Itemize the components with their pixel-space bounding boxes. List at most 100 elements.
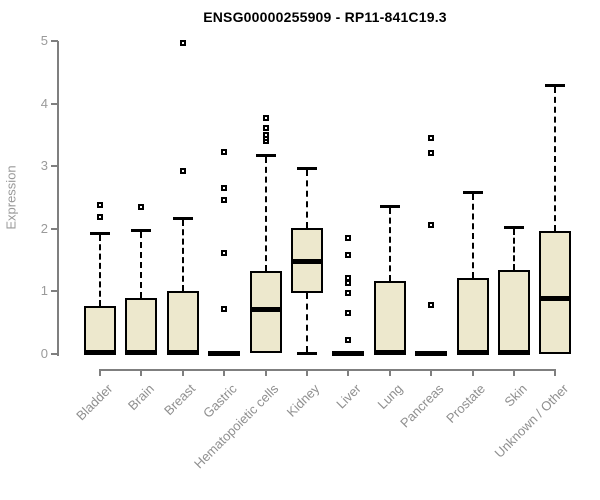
x-tick bbox=[181, 369, 184, 376]
outlier-point bbox=[221, 185, 228, 192]
whisker-cap bbox=[172, 217, 193, 221]
whisker-cap bbox=[255, 154, 276, 158]
x-tick bbox=[430, 369, 433, 376]
median-line bbox=[456, 350, 489, 356]
whisker bbox=[181, 220, 184, 291]
median-line bbox=[373, 350, 406, 356]
median-line bbox=[125, 350, 158, 356]
median-line bbox=[166, 350, 199, 356]
box bbox=[249, 270, 282, 354]
x-tick-label: Skin bbox=[501, 381, 530, 410]
whisker bbox=[554, 87, 557, 232]
whisker bbox=[513, 229, 515, 270]
x-tick bbox=[306, 369, 308, 376]
whisker bbox=[99, 235, 101, 307]
whisker bbox=[264, 157, 267, 271]
box bbox=[125, 297, 158, 354]
x-tick-label: Brain bbox=[124, 381, 158, 414]
median-line bbox=[539, 296, 572, 302]
whisker bbox=[306, 292, 308, 352]
x-tick-label: Lung bbox=[374, 381, 406, 413]
outlier-point bbox=[221, 148, 228, 155]
x-tick bbox=[99, 369, 101, 376]
x-axis-line bbox=[99, 369, 557, 371]
outlier-point bbox=[97, 202, 103, 209]
box bbox=[166, 290, 199, 354]
y-tick-label: 2 bbox=[40, 220, 48, 236]
box bbox=[539, 231, 572, 354]
whisker-cap bbox=[297, 167, 317, 171]
x-tick bbox=[140, 369, 143, 376]
whisker-cap bbox=[379, 204, 400, 208]
box bbox=[373, 280, 406, 354]
y-tick bbox=[51, 102, 58, 105]
x-tick bbox=[513, 369, 515, 376]
outlier-point bbox=[179, 39, 186, 46]
median-line bbox=[498, 350, 530, 356]
whisker-cap bbox=[297, 352, 317, 355]
outlier-point bbox=[262, 124, 269, 131]
box bbox=[456, 277, 489, 354]
x-tick bbox=[554, 369, 557, 376]
x-tick-label: Prostate bbox=[443, 381, 489, 426]
whisker bbox=[306, 170, 308, 228]
outlier-point bbox=[221, 197, 228, 204]
whisker bbox=[388, 207, 391, 281]
y-tick-label: 3 bbox=[40, 158, 48, 174]
x-tick-label: Liver bbox=[333, 381, 365, 412]
outlier-point bbox=[345, 337, 352, 344]
x-tick bbox=[388, 369, 391, 376]
outlier-point bbox=[428, 150, 435, 157]
y-tick-label: 5 bbox=[40, 33, 48, 49]
y-tick-label: 1 bbox=[40, 283, 48, 299]
x-tick-label: Unknown / Other bbox=[491, 381, 572, 461]
outlier-point bbox=[138, 204, 145, 210]
whisker-cap bbox=[90, 232, 110, 236]
outlier-point bbox=[221, 305, 228, 312]
outlier-point bbox=[345, 310, 352, 317]
y-tick bbox=[51, 353, 58, 355]
x-tick bbox=[223, 369, 226, 376]
outlier-point bbox=[345, 235, 352, 242]
outlier-point bbox=[345, 275, 352, 282]
median-line bbox=[415, 350, 448, 356]
whisker bbox=[140, 232, 143, 298]
box bbox=[84, 306, 116, 354]
outlier-point bbox=[262, 115, 269, 122]
median-line bbox=[291, 258, 323, 264]
y-tick bbox=[51, 227, 58, 230]
x-tick bbox=[471, 369, 474, 376]
y-tick bbox=[51, 290, 58, 293]
median-line bbox=[208, 350, 241, 356]
median-line bbox=[249, 306, 282, 312]
whisker-cap bbox=[504, 226, 524, 230]
chart-title: ENSG00000255909 - RP11-841C19.3 bbox=[203, 9, 447, 25]
outlier-point bbox=[262, 132, 269, 139]
x-tick-label: Kidney bbox=[283, 381, 323, 420]
outlier-point bbox=[345, 252, 352, 259]
whisker-cap bbox=[462, 190, 483, 194]
median-line bbox=[332, 350, 365, 356]
x-tick-label: Gastric bbox=[200, 381, 240, 421]
outlier-point bbox=[428, 301, 435, 308]
x-tick-label: Breast bbox=[161, 381, 199, 419]
whisker bbox=[471, 193, 474, 278]
outlier-point bbox=[428, 221, 435, 228]
x-tick-label: Bladder bbox=[73, 381, 116, 424]
box bbox=[498, 269, 530, 354]
x-tick bbox=[264, 369, 267, 376]
outlier-point bbox=[428, 135, 435, 142]
outlier-point bbox=[345, 290, 352, 297]
whisker-cap bbox=[131, 229, 152, 233]
x-tick bbox=[347, 369, 350, 376]
y-tick bbox=[51, 165, 58, 168]
outlier-point bbox=[221, 250, 228, 257]
x-tick-label: Pancreas bbox=[397, 381, 447, 431]
y-tick bbox=[51, 40, 58, 43]
median-line bbox=[84, 350, 116, 356]
outlier-point bbox=[97, 214, 103, 220]
y-tick-label: 0 bbox=[40, 346, 48, 361]
y-axis-line bbox=[57, 41, 59, 356]
